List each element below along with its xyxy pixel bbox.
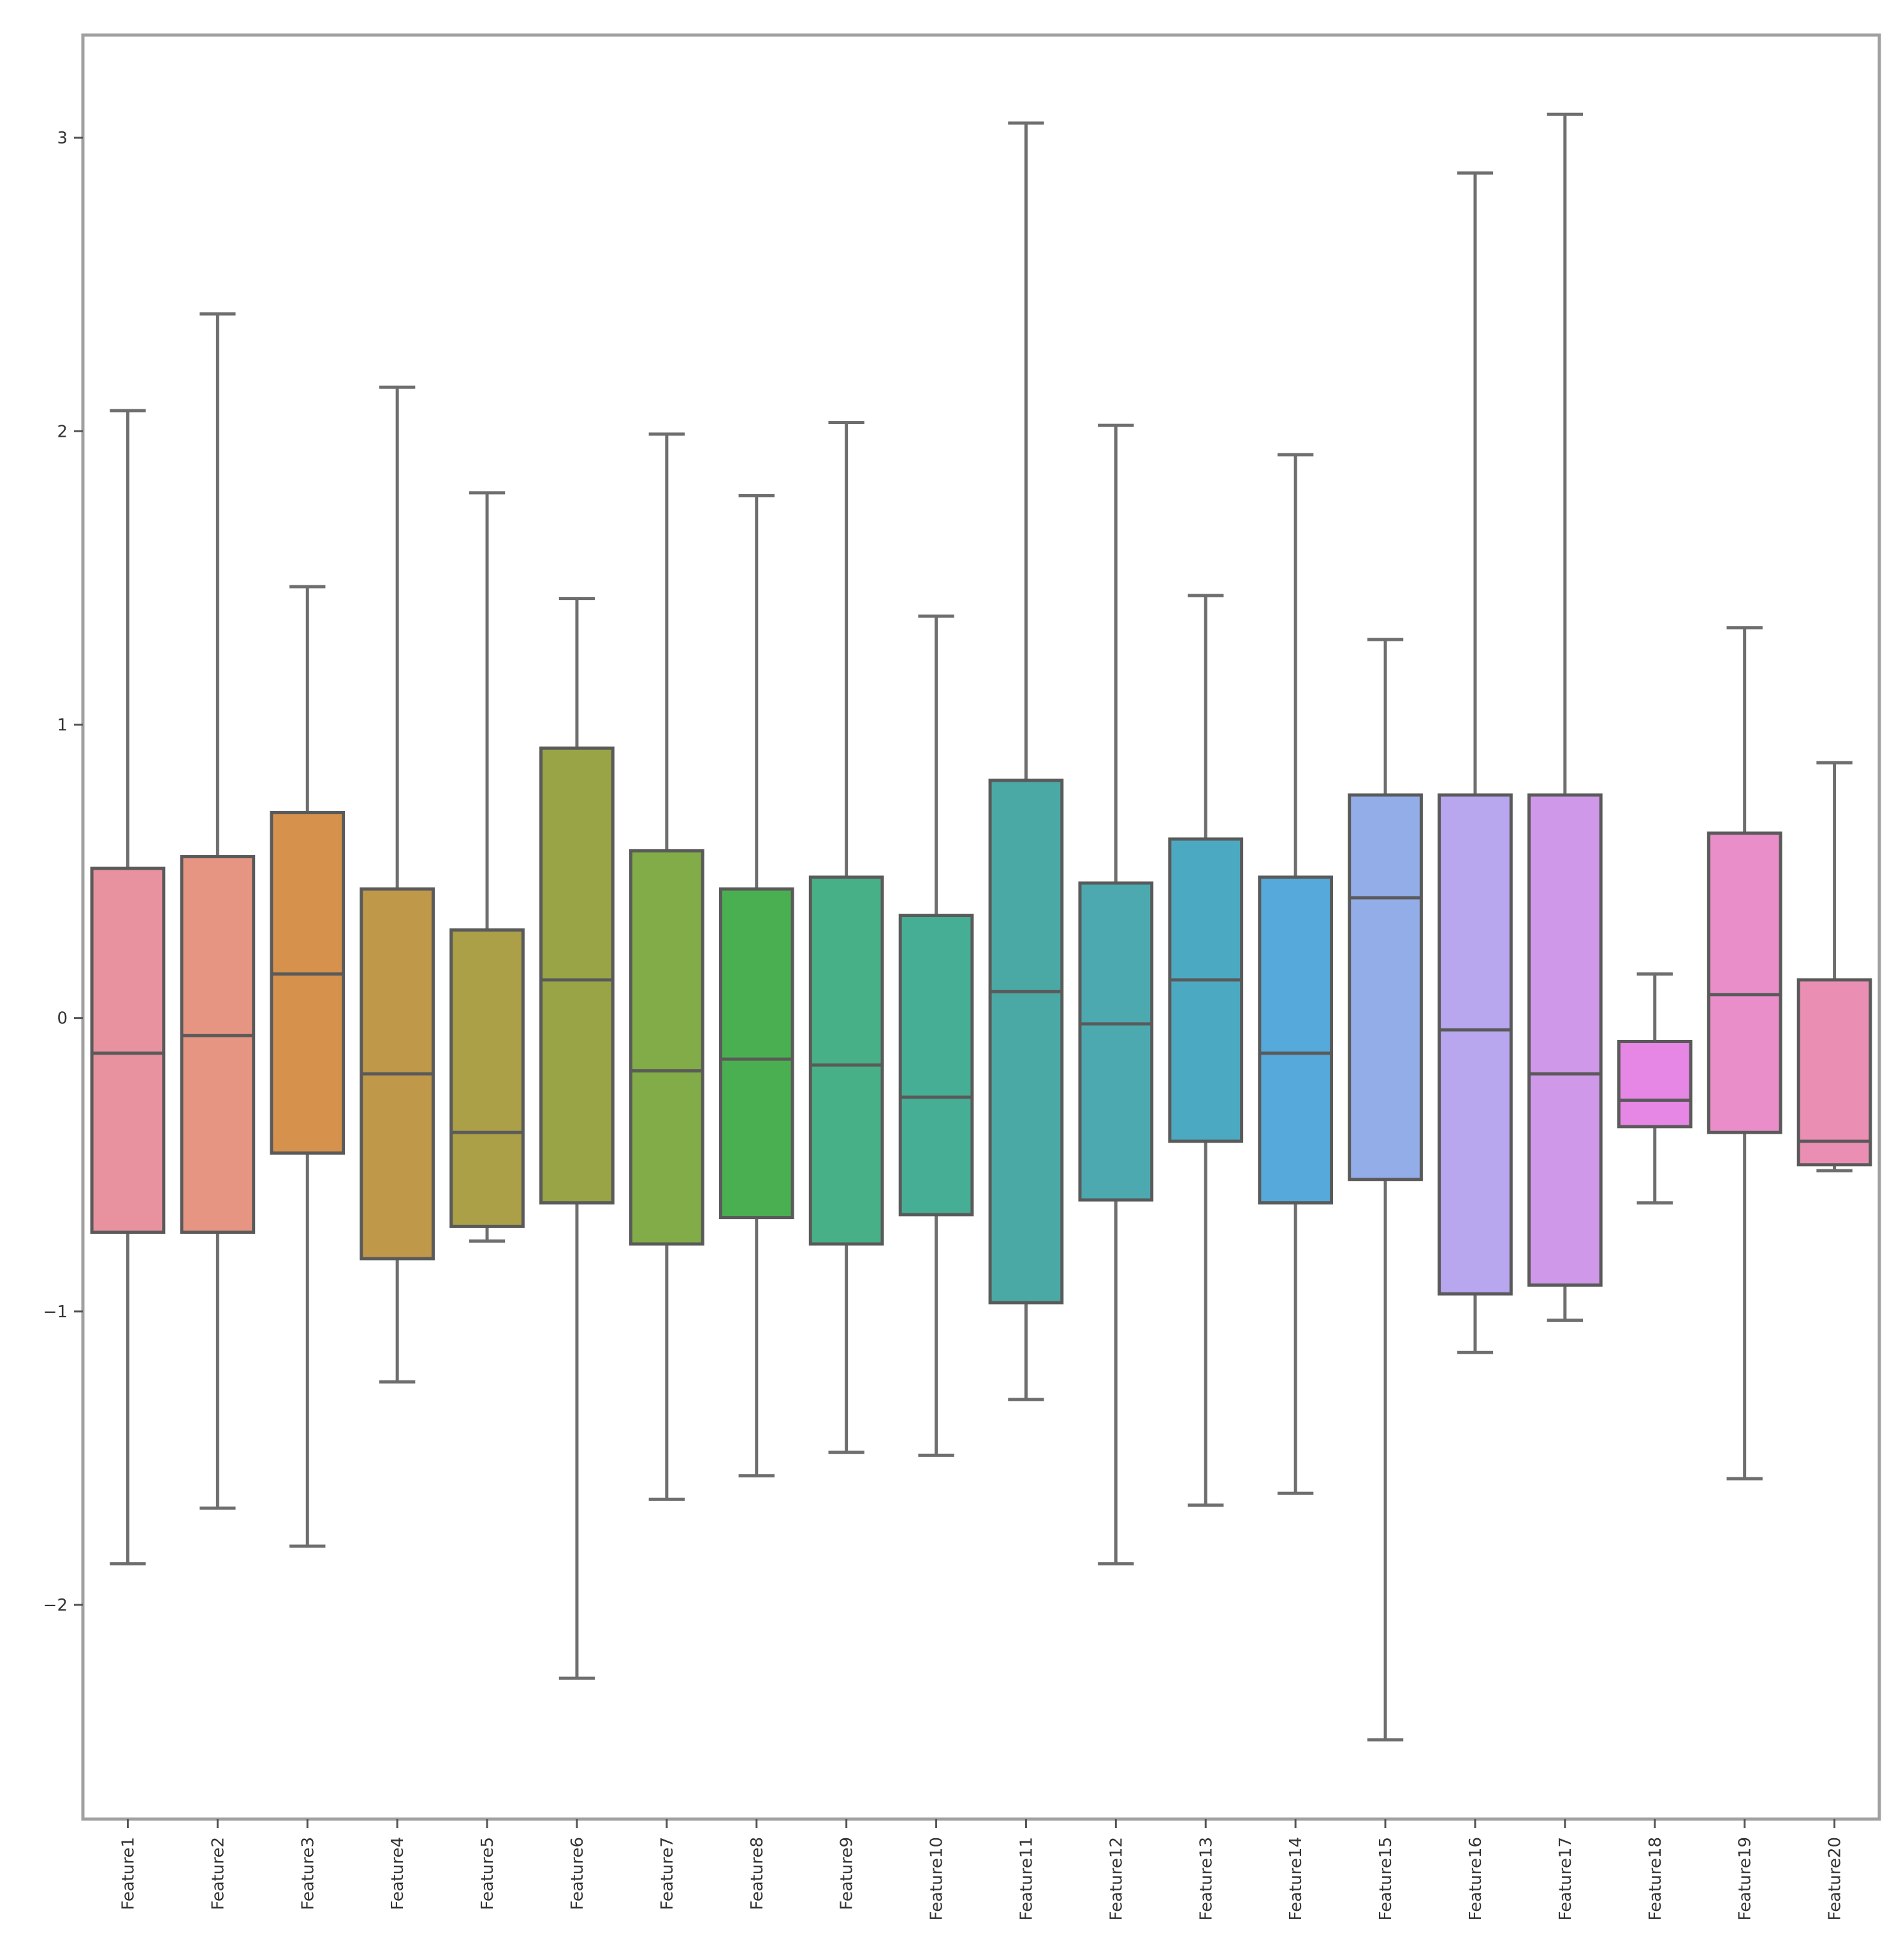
x-tick-label: Feature11 — [1017, 1837, 1036, 1920]
iqr-box — [1348, 793, 1423, 1181]
box-feature6 — [539, 597, 615, 1680]
x-tick-label: Feature18 — [1646, 1837, 1665, 1920]
box-feature13 — [1168, 594, 1244, 1507]
y-tick-label: 1 — [57, 715, 68, 735]
iqr-box — [1707, 831, 1782, 1134]
x-tick-label: Feature7 — [658, 1837, 677, 1910]
x-tick-label: Feature8 — [748, 1837, 767, 1910]
x-tick-label: Feature2 — [208, 1837, 228, 1910]
plot-frame — [81, 33, 1881, 1821]
iqr-box — [1258, 875, 1334, 1205]
x-tick-label: Feature14 — [1286, 1837, 1306, 1920]
box-feature9 — [808, 420, 884, 1454]
box-feature16 — [1438, 171, 1513, 1354]
x-tick-label: Feature12 — [1107, 1837, 1126, 1920]
box-feature15 — [1348, 638, 1423, 1742]
x-tick-label: Feature15 — [1376, 1837, 1395, 1920]
y-tick-label: 0 — [57, 1009, 68, 1028]
x-tick-label: Feature13 — [1197, 1837, 1216, 1920]
y-tick-label: −1 — [43, 1303, 68, 1322]
box-feature3 — [270, 585, 346, 1548]
x-tick-label: Feature3 — [298, 1837, 317, 1910]
iqr-box — [1168, 837, 1244, 1143]
x-tick-label: Feature17 — [1556, 1837, 1575, 1920]
boxes-layer — [90, 112, 1872, 1742]
x-tick-label: Feature1 — [119, 1837, 138, 1910]
iqr-box — [898, 914, 974, 1217]
iqr-box — [539, 746, 615, 1205]
iqr-box — [1438, 793, 1513, 1296]
box-feature4 — [360, 385, 435, 1384]
iqr-box — [718, 887, 794, 1220]
box-feature5 — [449, 491, 525, 1243]
x-tick-label: Feature4 — [388, 1837, 407, 1910]
x-tick-label: Feature9 — [838, 1837, 857, 1910]
box-feature10 — [898, 614, 974, 1457]
iqr-box — [988, 779, 1064, 1305]
iqr-box — [629, 849, 704, 1246]
box-feature17 — [1527, 112, 1603, 1322]
iqr-box — [180, 855, 256, 1234]
box-feature19 — [1707, 626, 1782, 1481]
x-axis: Feature1 Feature2 Feature3 Feature4 Feature5… — [119, 1819, 1845, 1920]
box-feature1 — [90, 409, 166, 1566]
box-feature20 — [1796, 761, 1872, 1173]
x-tick-label: Feature16 — [1466, 1837, 1485, 1920]
box-feature8 — [718, 494, 794, 1478]
y-axis: −2 −1 0 1 2 3 — [43, 129, 83, 1615]
x-tick-label: Feature19 — [1736, 1837, 1755, 1920]
x-tick-label: Feature10 — [928, 1837, 947, 1920]
iqr-box — [90, 867, 166, 1234]
iqr-box — [1527, 793, 1603, 1287]
x-tick-label: Feature6 — [568, 1837, 587, 1910]
iqr-box — [1078, 881, 1154, 1202]
box-feature2 — [180, 312, 256, 1510]
iqr-box — [808, 875, 884, 1246]
y-tick-label: 3 — [57, 129, 68, 148]
iqr-box — [1796, 978, 1872, 1167]
x-tick-label: Feature20 — [1826, 1837, 1845, 1920]
box-feature12 — [1078, 423, 1154, 1566]
axes-border — [81, 33, 1881, 1821]
iqr-box — [1617, 1039, 1693, 1129]
box-feature7 — [629, 432, 704, 1501]
y-tick-label: −2 — [43, 1596, 68, 1615]
box-feature18 — [1617, 972, 1693, 1205]
iqr-box — [270, 811, 346, 1155]
iqr-box — [449, 928, 525, 1228]
box-feature14 — [1258, 453, 1334, 1495]
y-tick-label: 2 — [57, 422, 68, 441]
box-feature11 — [988, 121, 1064, 1401]
x-tick-label: Feature5 — [478, 1837, 497, 1910]
